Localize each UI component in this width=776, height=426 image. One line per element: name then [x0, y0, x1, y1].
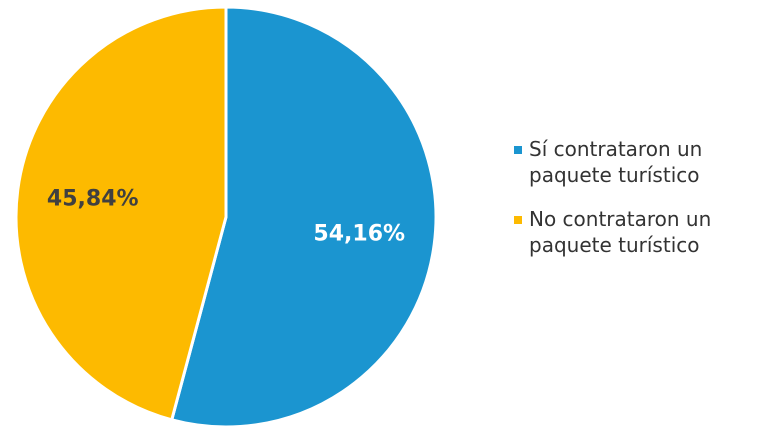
legend-label-no-line2: paquete turístico [529, 233, 700, 257]
legend-label-no-line1: No contrataron un [529, 207, 712, 231]
pie-slice-si [170, 5, 438, 426]
legend-item-no: No contrataron un paquete turístico [511, 206, 773, 258]
pie-slice-no [14, 5, 228, 422]
legend-swatch-no [514, 216, 522, 224]
legend-swatch-si [514, 146, 522, 154]
pie-labels: 54,16% 45,84% [47, 186, 405, 246]
pie-data-label-no: 45,84% [47, 186, 139, 211]
legend-label-si-line2: paquete turístico [529, 163, 700, 187]
pie-slices [14, 5, 438, 426]
pie-data-label-si: 54,16% [313, 222, 405, 247]
legend-label-si-line1: Sí contrataron un [529, 137, 703, 161]
chart-legend: Sí contrataron un paquete turístico No c… [511, 136, 773, 276]
legend-item-si: Sí contrataron un paquete turístico [511, 136, 773, 188]
